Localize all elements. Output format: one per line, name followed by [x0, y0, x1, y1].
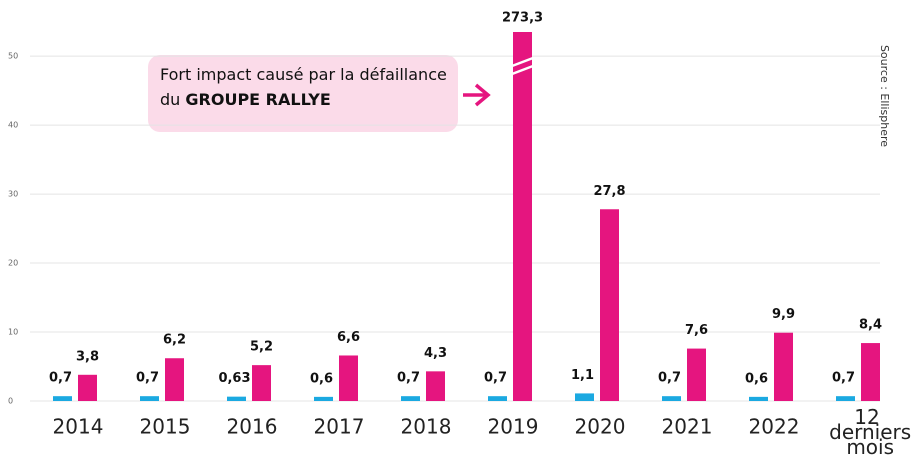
- bar: [662, 396, 681, 401]
- bar: [252, 365, 271, 401]
- value-label: 27,8: [593, 184, 625, 199]
- bar: [861, 343, 880, 401]
- bar: [401, 396, 420, 401]
- value-label: 0,7: [397, 371, 420, 386]
- bar: [749, 396, 768, 401]
- bar: [575, 393, 594, 401]
- axis-break: [511, 64, 534, 76]
- bars: [53, 32, 880, 401]
- y-tick-label: 20: [8, 259, 18, 268]
- y-tick-label: 30: [8, 190, 18, 199]
- bar: [488, 396, 507, 401]
- x-tick-label: 2017: [314, 415, 365, 439]
- value-label: 0,7: [832, 371, 855, 386]
- bar: [513, 32, 532, 401]
- value-label: 6,2: [163, 333, 186, 348]
- value-label: 5,2: [250, 340, 273, 355]
- annotation-text: Fort impact causé par la défaillance du: [160, 65, 447, 109]
- value-label: 0,7: [49, 371, 72, 386]
- bar: [687, 348, 706, 401]
- bar: [78, 374, 97, 401]
- x-tick-label: 2018: [401, 415, 452, 439]
- annotation-bold: GROUPE RALLYE: [185, 90, 331, 109]
- value-label: 0,6: [745, 371, 768, 386]
- value-label: 8,4: [859, 318, 882, 333]
- x-tick-label: 2015: [140, 415, 191, 439]
- y-tick-label: 50: [8, 52, 18, 61]
- value-label: 3,8: [76, 349, 99, 364]
- value-label: 273,3: [502, 11, 543, 26]
- bar: [426, 371, 445, 401]
- annotation-box: [148, 55, 458, 132]
- bar: [314, 396, 333, 401]
- bar: [339, 355, 358, 401]
- bar: [774, 332, 793, 401]
- bar: [140, 396, 159, 401]
- annotation: Fort impact causé par la défaillance du …: [160, 65, 447, 109]
- value-label: 0,63: [218, 371, 250, 386]
- y-tick-label: 0: [8, 397, 13, 406]
- x-tick-label: 2021: [662, 415, 713, 439]
- bar: [53, 396, 72, 401]
- value-label: 1,1: [571, 368, 594, 383]
- value-label: 0,7: [658, 371, 681, 386]
- x-tick-label: 2014: [53, 415, 104, 439]
- bar: [836, 396, 855, 401]
- value-label: 0,6: [310, 371, 333, 386]
- y-tick-label: 40: [8, 121, 18, 130]
- source: Source : Ellisphere: [878, 45, 891, 147]
- bar: [165, 358, 184, 401]
- x-tick-label: 2022: [749, 415, 800, 439]
- value-label: 9,9: [772, 307, 795, 322]
- x-tick-label: 2020: [575, 415, 626, 439]
- bar: [227, 396, 246, 401]
- x-tick-label: 2016: [227, 415, 278, 439]
- bar: [600, 209, 619, 401]
- arrow: [463, 83, 491, 107]
- value-label: 0,7: [136, 371, 159, 386]
- value-label: 6,6: [337, 330, 360, 345]
- y-tick-label: 10: [8, 328, 18, 337]
- value-label: 7,6: [685, 323, 708, 338]
- x-tick-label: 12 derniers mois: [823, 405, 911, 459]
- x-tick-label: 2019: [488, 415, 539, 439]
- value-label: 0,7: [484, 371, 507, 386]
- axis-break: [511, 56, 534, 68]
- value-label: 4,3: [424, 346, 447, 361]
